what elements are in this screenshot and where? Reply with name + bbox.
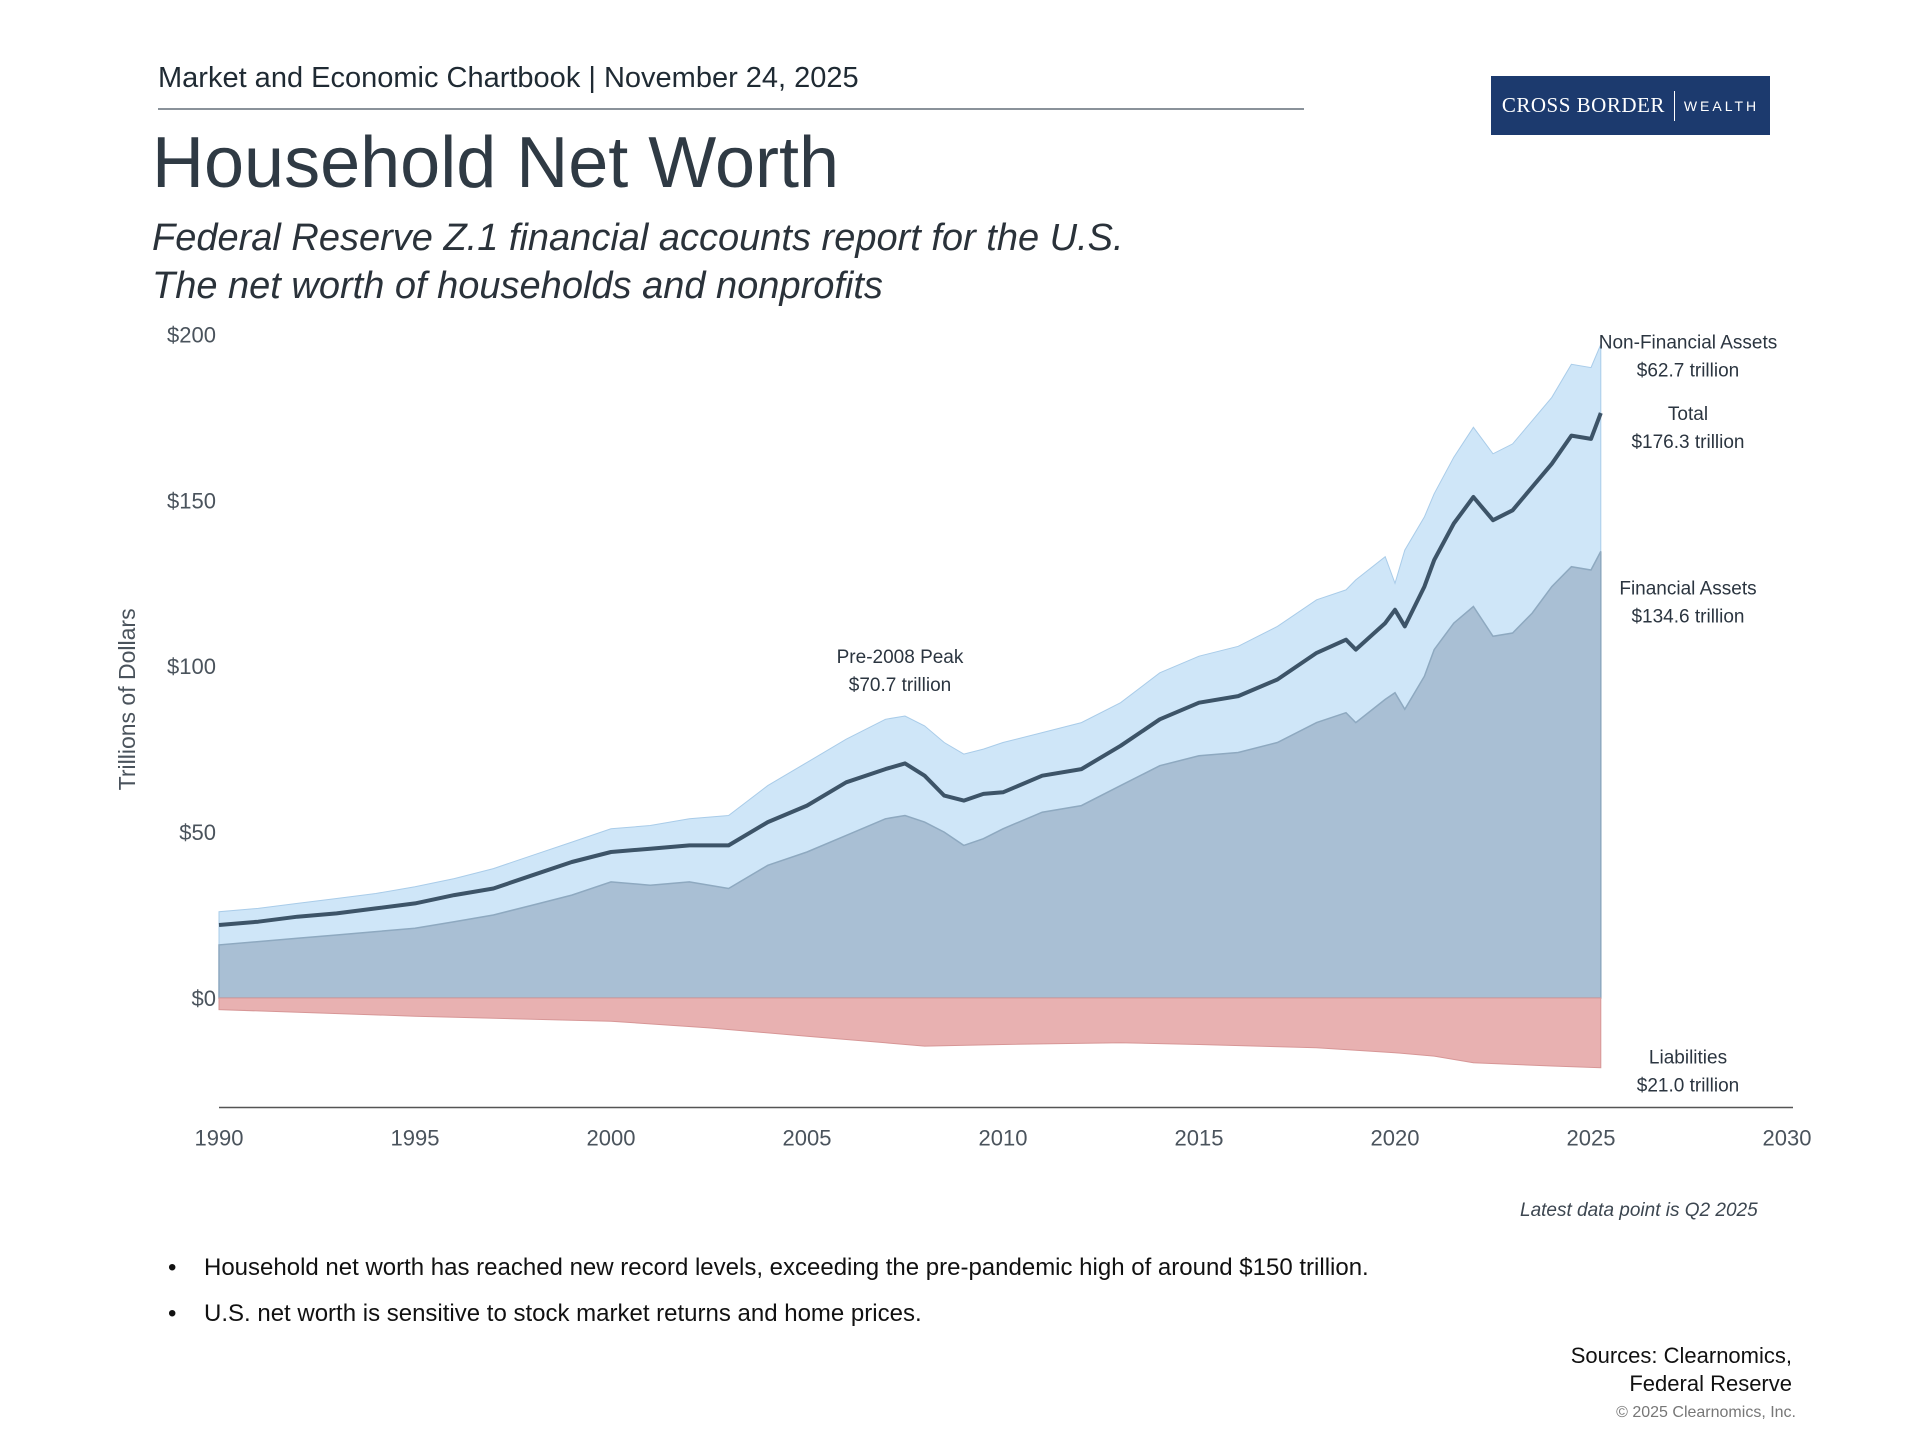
annotation-value: $62.7 trillion — [1637, 360, 1739, 381]
logo-brand-text: CROSS BORDER — [1501, 93, 1665, 117]
x-tick-label: 2010 — [979, 1125, 1028, 1150]
company-logo: CROSS BORDER WEALTH — [1491, 76, 1770, 135]
subtitle-line-1: Federal Reserve Z.1 financial accounts r… — [152, 217, 1124, 259]
bullet-item: U.S. net worth is sensitive to stock mar… — [168, 1298, 1388, 1330]
x-tick-label: 2030 — [1763, 1125, 1812, 1150]
annotation-label: Liabilities — [1649, 1048, 1727, 1069]
annotation-label: Non-Financial Assets — [1599, 332, 1777, 353]
net-worth-chart: $0 $50 $100 $150 $200 1990 1995 2000 2005 2010 201… — [114, 322, 1812, 1150]
subtitle-line-2: The net worth of households and nonprofi… — [152, 265, 883, 307]
annotation-total: Total $176.3 trillion — [1631, 404, 1744, 453]
copyright: © 2025 Clearnomics, Inc. — [1616, 1404, 1796, 1421]
annotation-peak: Pre-2008 Peak $70.7 trillion — [837, 647, 964, 696]
chart-container: $0 $50 $100 $150 $200 1990 1995 2000 2005 2010 201… — [0, 300, 1920, 1160]
y-tick-label: $100 — [167, 654, 216, 679]
annotation-value: $21.0 trillion — [1637, 1076, 1739, 1097]
annotation-value: $134.6 trillion — [1631, 606, 1744, 627]
sources-line-1: Sources: Clearnomics, — [1570, 1343, 1792, 1368]
y-tick-label: $50 — [179, 820, 216, 845]
x-tick-label: 2025 — [1567, 1125, 1616, 1150]
sources-line-2: Federal Reserve — [1629, 1371, 1792, 1396]
latest-data-note: Latest data point is Q2 2025 — [1520, 1200, 1758, 1221]
logo-sub-text: WEALTH — [1683, 97, 1760, 114]
chartbook-header: Market and Economic Chartbook | November… — [158, 62, 859, 94]
y-tick-label: $200 — [167, 322, 216, 347]
x-tick-label: 1995 — [391, 1125, 440, 1150]
page-title: Household Net Worth — [152, 123, 840, 203]
y-axis-title: Trillions of Dollars — [114, 608, 140, 790]
financial-assets-area — [218, 551, 1602, 999]
y-tick-label: $0 — [192, 986, 216, 1011]
x-tick-label: 2005 — [783, 1125, 832, 1150]
annotation-label: Total — [1668, 404, 1708, 425]
logo-separator — [1673, 90, 1675, 121]
annotation-liab: Liabilities $21.0 trillion — [1637, 1048, 1739, 1097]
annotation-label: Financial Assets — [1619, 578, 1756, 599]
key-points-list: Household net worth has reached new reco… — [168, 1252, 1388, 1344]
annotation-nonfin: Non-Financial Assets $62.7 trillion — [1599, 332, 1777, 381]
bullet-item: Household net worth has reached new reco… — [168, 1252, 1388, 1284]
y-tick-label: $150 — [167, 488, 216, 513]
net-worth-line — [218, 412, 1603, 927]
header-divider — [158, 108, 1304, 110]
x-tick-label: 1990 — [195, 1125, 244, 1150]
x-tick-label: 2000 — [587, 1125, 636, 1150]
annotation-fin: Financial Assets $134.6 trillion — [1619, 578, 1756, 627]
page-subtitle: Federal Reserve Z.1 financial accounts r… — [152, 214, 1124, 310]
annotation-value: $70.7 trillion — [849, 675, 951, 696]
sources: Sources: Clearnomics, Federal Reserve — [1571, 1342, 1792, 1398]
liabilities-area — [218, 997, 1602, 1069]
annotation-label: Pre-2008 Peak — [837, 647, 964, 668]
x-tick-label: 2015 — [1175, 1125, 1224, 1150]
annotation-value: $176.3 trillion — [1631, 432, 1744, 453]
x-tick-label: 2020 — [1371, 1125, 1420, 1150]
